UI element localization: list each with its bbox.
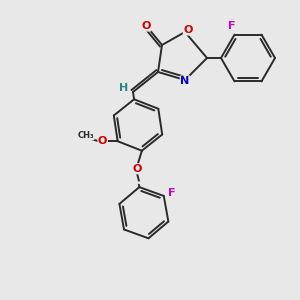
Text: H: H xyxy=(119,83,129,93)
Text: F: F xyxy=(228,21,235,31)
Text: O: O xyxy=(183,25,193,35)
Text: O: O xyxy=(98,136,107,146)
Text: O: O xyxy=(132,164,142,174)
Text: N: N xyxy=(180,76,190,86)
Text: O: O xyxy=(141,21,151,31)
Text: F: F xyxy=(168,188,176,198)
Text: CH₃: CH₃ xyxy=(77,131,94,140)
